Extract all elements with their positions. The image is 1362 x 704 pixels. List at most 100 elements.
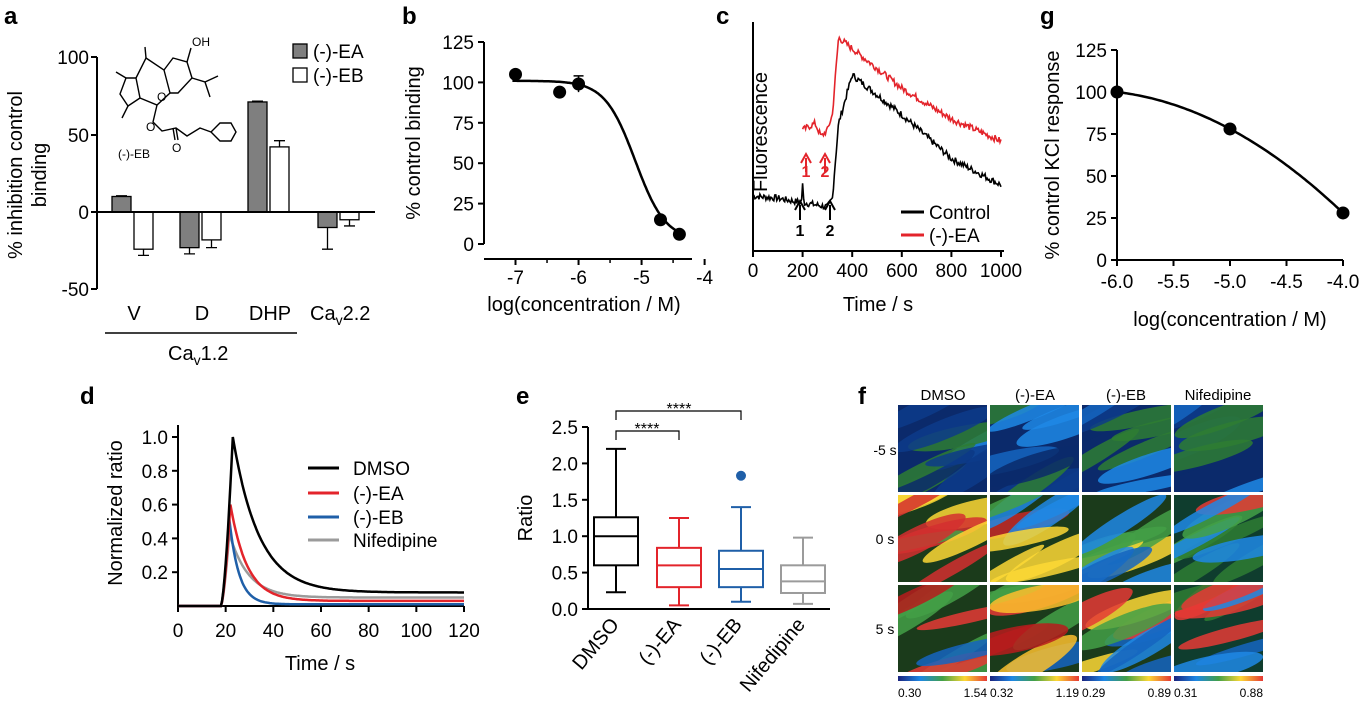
panel-f-cell bbox=[1097, 444, 1171, 484]
panel-b-fit-curve bbox=[512, 79, 686, 237]
panel-e-ytick-label: 0.0 bbox=[552, 600, 578, 621]
panel-e-box-1 bbox=[656, 546, 702, 589]
panel-d-label: d bbox=[80, 383, 95, 410]
panel-f-cell bbox=[1106, 558, 1171, 582]
panel-d-xtick-label: 120 bbox=[448, 621, 480, 642]
errorbar-a-ea-3 bbox=[322, 227, 333, 250]
panel-b-ytick-label: 125 bbox=[442, 33, 474, 54]
panel-f-cell bbox=[1174, 405, 1228, 440]
panel-c-label: c bbox=[716, 3, 729, 30]
panel-g: g % control KCl response log(concentrati… bbox=[1040, 3, 1359, 331]
panel-f-col-ea: (-)-EA bbox=[1015, 387, 1055, 404]
panel-f-image-r1-c2 bbox=[1082, 495, 1171, 582]
panel-f-cell bbox=[932, 435, 987, 492]
panel-d-ytick-label: 0.2 bbox=[142, 563, 168, 584]
panel-f-scale-dmso-max: 1.54 bbox=[964, 686, 988, 700]
panel-b-xtick-label: -6 bbox=[570, 268, 587, 289]
bar-a-eb-3 bbox=[339, 211, 360, 221]
panel-a-cat-cav22: Cav2.2 bbox=[310, 303, 370, 328]
panel-f-cell bbox=[1192, 534, 1263, 563]
panel-c-xtick-label: 200 bbox=[787, 261, 819, 282]
panel-f-scale-nif-min: 0.31 bbox=[1174, 686, 1198, 700]
panel-g-ytick-label: 25 bbox=[1086, 209, 1107, 230]
panel-g-point-2 bbox=[1336, 206, 1350, 220]
panel-c-marker-black-2: 2 bbox=[826, 223, 835, 240]
panel-d-legend-nif: Nifedipine bbox=[353, 531, 438, 552]
panel-b-ytick-label: 75 bbox=[453, 114, 474, 135]
panel-d: d Normalized ratio Time / s 1.0 0.8 0.6 0.4… bbox=[80, 383, 480, 675]
panel-d-trace-eb bbox=[178, 517, 464, 608]
panel-f-cell bbox=[916, 635, 987, 667]
panel-f-cell bbox=[908, 421, 987, 452]
panel-f-cell bbox=[1174, 651, 1263, 672]
panel-f-cell bbox=[1178, 416, 1263, 452]
panel-f-cell bbox=[1174, 439, 1253, 474]
panel-b: b % control binding log(concentration / … bbox=[402, 3, 713, 316]
bar-a-ea-1 bbox=[179, 211, 200, 249]
panel-f-image-r0-c1 bbox=[990, 405, 1079, 492]
panel-d-ytick-label: 1.0 bbox=[142, 428, 168, 449]
panel-b-point-1 bbox=[553, 85, 567, 99]
panel-f-scale-ea-min: 0.32 bbox=[990, 686, 1014, 700]
panel-e-ticks: 2.5 2.0 1.5 1.0 0.5 0.0 bbox=[552, 418, 588, 621]
panel-f-image-r0-c0 bbox=[898, 405, 987, 492]
panel-a-ytick-100: 100 bbox=[57, 48, 89, 69]
panel-f-cell bbox=[1082, 587, 1133, 644]
panel-f-cell bbox=[990, 445, 1079, 487]
panel-a-group-label: Cav1.2 bbox=[168, 343, 228, 368]
panel-e-ytick-label: 0.5 bbox=[552, 564, 578, 585]
molecule-structure bbox=[115, 46, 237, 142]
panel-f-image-grid bbox=[898, 405, 1263, 672]
panel-c-control-trace bbox=[752, 73, 1002, 211]
bar-a-ea-0 bbox=[111, 195, 132, 213]
panel-g-point-0 bbox=[1110, 85, 1124, 99]
panel-d-trace-ea bbox=[178, 504, 464, 608]
panel-f-cell bbox=[898, 650, 987, 672]
panel-a-cat-v: V bbox=[127, 303, 141, 325]
panel-f-col-dmso: DMSO bbox=[921, 387, 966, 404]
panel-f-cell bbox=[1016, 405, 1079, 447]
panel-d-ylabel: Normalized ratio bbox=[105, 440, 127, 586]
bar-a-ea-2 bbox=[247, 101, 268, 213]
panel-d-ytick-label: 0.8 bbox=[142, 462, 168, 483]
panel-f-cell bbox=[1082, 405, 1160, 438]
panel-a-yticks: 100 50 0 -50 bbox=[57, 48, 97, 301]
panel-f: f DMSO (-)-EA (-)-EB Nifedipine -5 s 0 s… bbox=[858, 383, 1263, 700]
errorbar-a-eb-3 bbox=[344, 219, 355, 227]
panel-c-xtick-label: 600 bbox=[886, 261, 918, 282]
errorbar-a-ea-1 bbox=[184, 247, 195, 255]
panel-g-ytick-label: 0 bbox=[1096, 251, 1107, 272]
panel-f-cell bbox=[1097, 425, 1171, 471]
panel-a: a % inhibition control binding 100 50 0 … bbox=[4, 3, 375, 368]
panel-f-image-r2-c2 bbox=[1082, 585, 1171, 672]
panel-f-image-r2-c3 bbox=[1174, 585, 1263, 672]
panel-g-xlabel: log(concentration / M) bbox=[1133, 309, 1326, 331]
panel-g-xtick-label: -6.0 bbox=[1101, 272, 1134, 293]
panel-c-legend-control: Control bbox=[929, 203, 990, 224]
panel-f-cell bbox=[898, 406, 987, 453]
panel-c-ticks: 0 200 400 600 800 1000 bbox=[748, 251, 1022, 282]
panel-e-cat-dmso: DMSO bbox=[568, 614, 623, 674]
panel-b-ylabel: % control binding bbox=[403, 66, 425, 219]
panel-e-sig-2: **** bbox=[667, 401, 692, 418]
panel-f-cell bbox=[1003, 495, 1079, 546]
panel-b-ytick-label: 50 bbox=[453, 154, 474, 175]
panel-e-ytick-label: 2.0 bbox=[552, 454, 578, 475]
panel-f-cell bbox=[1181, 585, 1263, 611]
panel-e-sig-1: **** bbox=[635, 421, 660, 438]
molecule-o-ester: O bbox=[146, 120, 155, 134]
panel-f-scale-dmso-min: 0.30 bbox=[898, 686, 922, 700]
panel-a-ytick-neg50: -50 bbox=[62, 280, 89, 301]
errorbar-a-eb-2 bbox=[274, 140, 285, 147]
panel-g-ylabel: % control KCl response bbox=[1042, 51, 1064, 260]
panel-f-cell bbox=[990, 405, 1046, 431]
panel-a-label: a bbox=[4, 3, 18, 30]
panel-f-cell bbox=[898, 585, 963, 624]
panel-c-xtick-label: 0 bbox=[748, 261, 759, 282]
panel-a-legend-eb: (-)-EB bbox=[313, 66, 364, 87]
panel-f-label: f bbox=[858, 383, 867, 410]
molecule-o-carbonyl: O bbox=[172, 141, 181, 155]
panel-g-ytick-label: 100 bbox=[1075, 83, 1107, 104]
panel-f-cell bbox=[925, 440, 987, 467]
panel-a-legend-ea-swatch bbox=[292, 43, 308, 59]
